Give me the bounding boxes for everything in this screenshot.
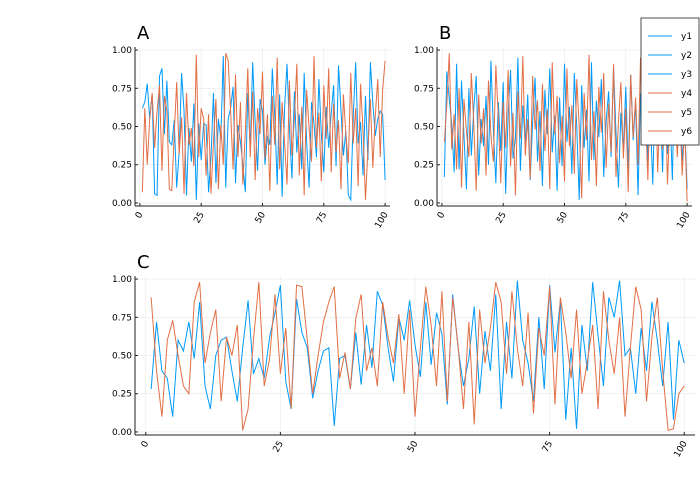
x-tick-label: 0	[436, 210, 448, 220]
x-tick-label: 50	[406, 439, 421, 454]
y-tick-label: 1.00	[112, 275, 132, 285]
subplot-title: C	[137, 252, 150, 273]
y-tick-label: 0.75	[112, 313, 132, 323]
x-tick-label: 25	[192, 211, 206, 226]
y-tick-label: 1.00	[112, 46, 132, 56]
x-tick-label: 0	[140, 439, 152, 449]
series-line	[141, 56, 386, 202]
y-tick-label: 0.75	[414, 84, 434, 94]
subplot-title: A	[137, 23, 150, 44]
y-tick-label: 0.00	[414, 199, 434, 209]
x-tick-label: 25	[272, 440, 286, 455]
x-tick-label: 50	[556, 210, 571, 225]
y-tick-label: 0.25	[414, 161, 434, 171]
x-tick-label: 100	[373, 210, 390, 230]
series-line	[150, 281, 685, 432]
y-tick-label: 0.50	[112, 352, 132, 362]
x-tick-label: 75	[541, 440, 555, 455]
x-tick-label: 0	[134, 210, 146, 220]
x-tick-label: 75	[315, 211, 329, 226]
x-tick-label: 100	[675, 210, 692, 230]
y-tick-label: 0.50	[112, 123, 132, 133]
x-tick-label: 25	[494, 210, 508, 225]
y-tick-label: 1.00	[414, 46, 434, 56]
legend-label: y6	[681, 127, 692, 137]
x-tick-label: 100	[673, 439, 690, 459]
series-line	[141, 52, 386, 200]
legend-label: y2	[681, 51, 692, 61]
y-tick-label: 0.50	[414, 123, 434, 133]
y-tick-label: 0.75	[112, 84, 132, 94]
x-tick-label: 75	[617, 211, 631, 226]
series-line	[443, 53, 688, 202]
y-tick-label: 0.25	[112, 161, 132, 171]
subplot-title: B	[439, 23, 451, 44]
legend-label: y4	[681, 89, 692, 99]
y-tick-label: 0.00	[112, 199, 132, 209]
legend-label: y5	[681, 108, 692, 118]
x-tick-label: 50	[254, 210, 269, 225]
y-tick-label: 0.00	[112, 428, 132, 438]
legend-label: y1	[681, 32, 692, 42]
legend-label: y3	[681, 70, 692, 80]
legend-box	[640, 17, 700, 146]
y-tick-label: 0.25	[112, 390, 132, 400]
